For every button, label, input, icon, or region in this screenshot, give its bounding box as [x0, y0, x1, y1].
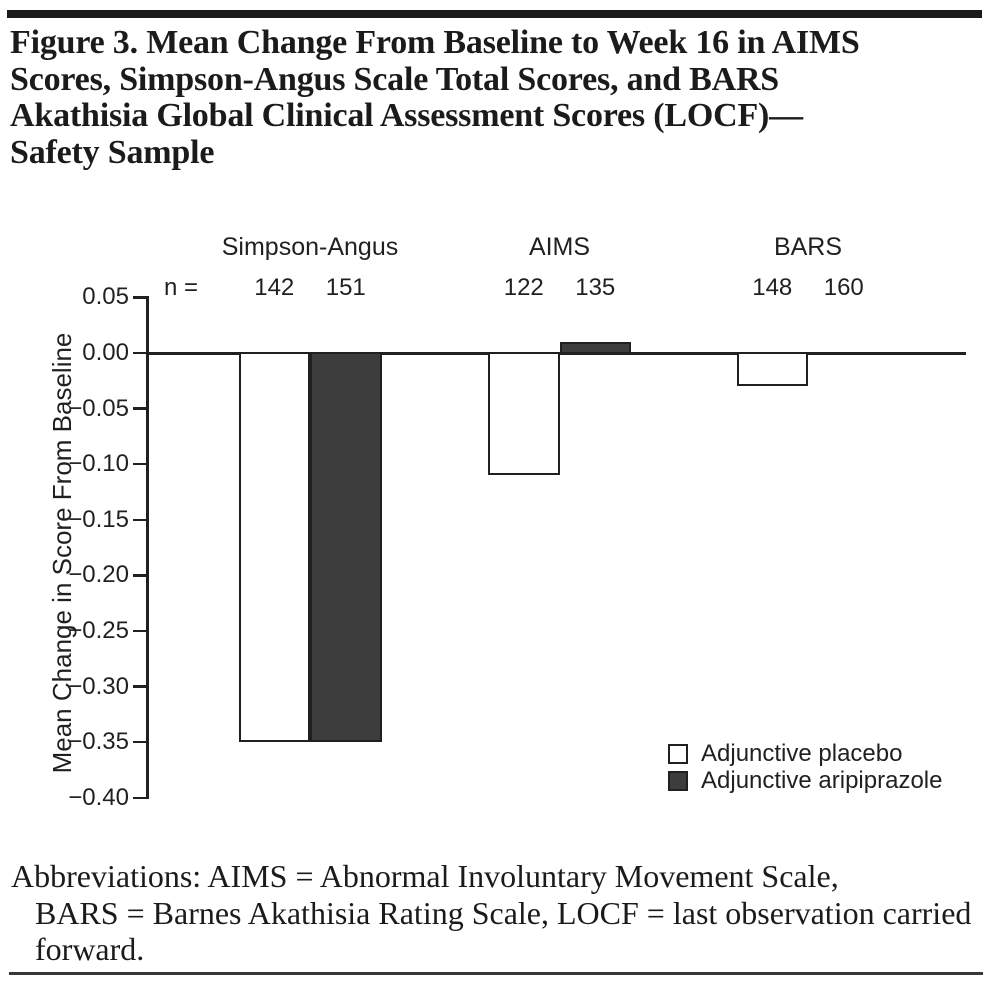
- y-tick-label: −0.15: [68, 505, 129, 533]
- legend-label: Adjunctive aripiprazole: [701, 766, 943, 794]
- y-tick-label: 0.00: [82, 339, 129, 366]
- n-value: 160: [823, 274, 864, 301]
- figure-footnote-line: forward.: [35, 931, 145, 967]
- y-tick-label: −0.35: [68, 728, 129, 756]
- y-tick-line: [133, 629, 146, 633]
- figure-title-line: Akathisia Global Clinical Assessment Sco…: [10, 97, 803, 134]
- y-tick-line: [133, 296, 146, 299]
- y-axis-line: [146, 296, 149, 799]
- y-tick-label: −0.30: [68, 672, 129, 700]
- n-value: 151: [325, 274, 366, 301]
- n-value: 122: [503, 274, 544, 301]
- legend: Adjunctive placebo Adjunctive aripiprazo…: [668, 739, 943, 794]
- bar-adjunctive-placebo: [736, 352, 808, 387]
- legend-item-placebo: Adjunctive placebo: [668, 739, 942, 767]
- figure-footnote-line: BARS = Barnes Akathisia Rating Scale, LO…: [35, 894, 972, 931]
- group-label-aims: AIMS: [528, 233, 591, 261]
- figure-title: Figure 3. Mean Change From Baseline to W…: [10, 24, 970, 171]
- n-value: 142: [254, 274, 295, 301]
- legend-item-aripiprazole: Adjunctive aripiprazole: [668, 766, 943, 794]
- figure-footnote: Abbreviations: AIMS = Abnormal Involunta…: [11, 858, 981, 968]
- n-value: 135: [575, 274, 616, 301]
- y-tick-label: −0.40: [68, 783, 129, 811]
- n-prefix-label: n =: [164, 274, 199, 301]
- y-tick-label: −0.10: [68, 450, 129, 478]
- aripiprazole-swatch-icon: [668, 770, 688, 791]
- y-tick-line: [133, 351, 146, 355]
- bar-adjunctive-aripiprazole: [310, 352, 382, 743]
- figure-title-line: Scores, Simpson-Angus Scale Total Scores…: [10, 60, 780, 98]
- y-tick-label: 0.05: [82, 283, 129, 311]
- y-tick-label: −0.05: [68, 394, 129, 422]
- bar-adjunctive-placebo: [238, 352, 310, 743]
- y-tick-line: [133, 685, 146, 688]
- legend-label: Adjunctive placebo: [701, 739, 903, 767]
- y-tick-label: −0.25: [68, 617, 129, 644]
- bar-adjunctive-placebo: [488, 352, 560, 476]
- y-tick-label: −0.20: [68, 561, 129, 589]
- n-value: 148: [752, 274, 793, 301]
- group-label-bars: BARS: [773, 233, 843, 261]
- figure-footnote-line: Abbreviations: AIMS = Abnormal Involunta…: [11, 858, 839, 894]
- group-label-simpson-angus: Simpson-Angus: [221, 233, 399, 261]
- top-rule: [7, 10, 982, 18]
- y-tick-line: [133, 518, 146, 522]
- y-tick-line: [133, 740, 146, 744]
- placebo-swatch-icon: [668, 743, 688, 764]
- figure-title-line: Safety Sample: [10, 133, 215, 171]
- figure-title-line: Figure 3. Mean Change From Baseline to W…: [10, 24, 860, 61]
- y-tick-line: [133, 407, 146, 410]
- y-tick-line: [133, 796, 146, 800]
- bottom-rule: [9, 972, 983, 975]
- bar-adjunctive-aripiprazole: [559, 341, 631, 355]
- y-tick-line: [133, 574, 146, 577]
- y-tick-line: [133, 462, 146, 466]
- y-axis-title: Mean Change in Score From Baseline: [47, 332, 77, 774]
